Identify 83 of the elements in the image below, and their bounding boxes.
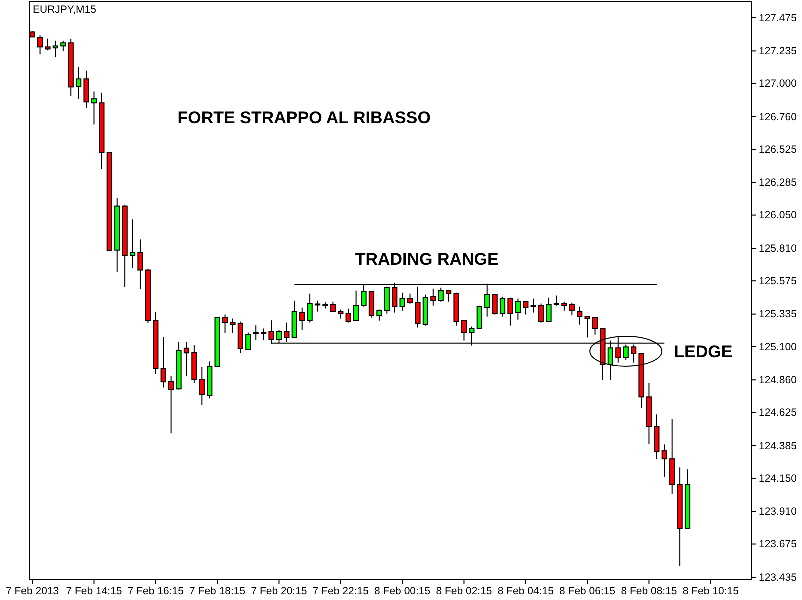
x-tick-label: 7 Feb 16:15: [128, 585, 184, 598]
candlestick: [569, 302, 575, 316]
y-tick-label: 126.050: [759, 210, 798, 222]
candlestick: [554, 295, 560, 306]
candlestick: [160, 336, 166, 388]
candlestick: [330, 301, 336, 312]
candlestick: [307, 293, 313, 324]
candlestick: [476, 305, 482, 330]
y-tick-label: 123.435: [759, 572, 798, 584]
x-tick-label: 8 Feb 10:15: [682, 585, 740, 598]
candlestick: [52, 40, 59, 58]
candlestick: [45, 38, 51, 52]
x-tick-label: 7 Feb 20:15: [251, 585, 308, 598]
candlestick: [407, 293, 414, 304]
candlestick: [230, 318, 236, 334]
y-tick-label: 125.100: [759, 341, 798, 354]
candlestick: [246, 332, 252, 351]
x-tick-label: 7 Feb 22:15: [312, 585, 370, 598]
y-tick-label: 127.475: [759, 12, 798, 24]
candlestick: [577, 306, 583, 326]
candlestick: [368, 291, 375, 318]
candlestick: [461, 320, 468, 342]
y-tick-label: 125.335: [759, 308, 798, 321]
candlestick: [662, 444, 668, 478]
candlestick: [76, 67, 82, 100]
candlestick: [546, 297, 552, 322]
candlestick: [354, 290, 360, 322]
candlestick: [222, 314, 228, 334]
y-tick-label: 123.675: [759, 538, 798, 551]
candlestick: [184, 342, 190, 377]
annotation: LEDGE: [674, 342, 733, 362]
candlestick: [430, 288, 436, 306]
candlestick: [376, 309, 382, 322]
candlestick: [584, 316, 590, 338]
candlestick: [130, 219, 136, 269]
y-tick-label: 125.575: [759, 275, 798, 288]
candlestick: [492, 294, 498, 316]
candlestick: [37, 35, 44, 56]
candlestick: [400, 292, 406, 312]
candlestick: [530, 298, 536, 314]
y-tick-label: 127.235: [759, 46, 798, 58]
chart-title: EURJPY,M15: [33, 4, 97, 16]
candlestick: [138, 239, 144, 290]
candlestick: [523, 301, 529, 316]
annotation: FORTE STRAPPO AL RIBASSO: [178, 108, 431, 128]
candlestick: [592, 317, 598, 336]
candlestick: [446, 290, 452, 302]
candlestick: [438, 287, 444, 302]
candlestick: [508, 297, 514, 326]
candlestick: [84, 70, 90, 110]
candlestick: [168, 376, 174, 434]
candlestick: [199, 366, 205, 406]
candlestick: [60, 40, 66, 52]
candlestick: [500, 296, 506, 318]
x-tick-label: 7 Feb 14:15: [66, 585, 122, 598]
x-tick-label: 8 Feb 04:15: [498, 585, 554, 598]
candlestick: [253, 325, 259, 341]
candlestick: [91, 91, 98, 126]
candlestick: [538, 303, 544, 324]
x-tick-label: 8 Feb 06:15: [560, 585, 616, 598]
candlestick: [261, 328, 267, 341]
candlestick: [300, 307, 306, 331]
candlestick: [314, 300, 321, 312]
x-tick-label: 7 Feb 2013: [6, 585, 60, 598]
candlestick: [338, 309, 344, 320]
x-tick-label: 7 Feb 18:15: [190, 585, 246, 598]
y-tick-label: 124.860: [759, 374, 798, 386]
y-tick-label: 124.625: [759, 407, 798, 420]
candlestick: [562, 301, 568, 312]
y-tick-label: 127.000: [759, 78, 798, 90]
y-tick-label: 123.910: [759, 506, 798, 518]
x-tick-label: 8 Feb 00:15: [374, 585, 431, 598]
candlestick: [515, 298, 521, 320]
y-tick-label: 124.385: [759, 440, 798, 452]
candlestick: [346, 308, 352, 324]
y-tick-label: 124.150: [759, 472, 798, 485]
y-tick-label: 126.760: [759, 111, 798, 124]
y-tick-label: 126.525: [759, 144, 798, 156]
x-tick-label: 8 Feb 02:15: [436, 585, 492, 598]
annotation: TRADING RANGE: [355, 250, 499, 269]
y-tick-label: 126.285: [759, 177, 798, 190]
x-tick-label: 8 Feb 08:15: [621, 585, 678, 598]
y-tick-label: 125.810: [759, 242, 798, 255]
